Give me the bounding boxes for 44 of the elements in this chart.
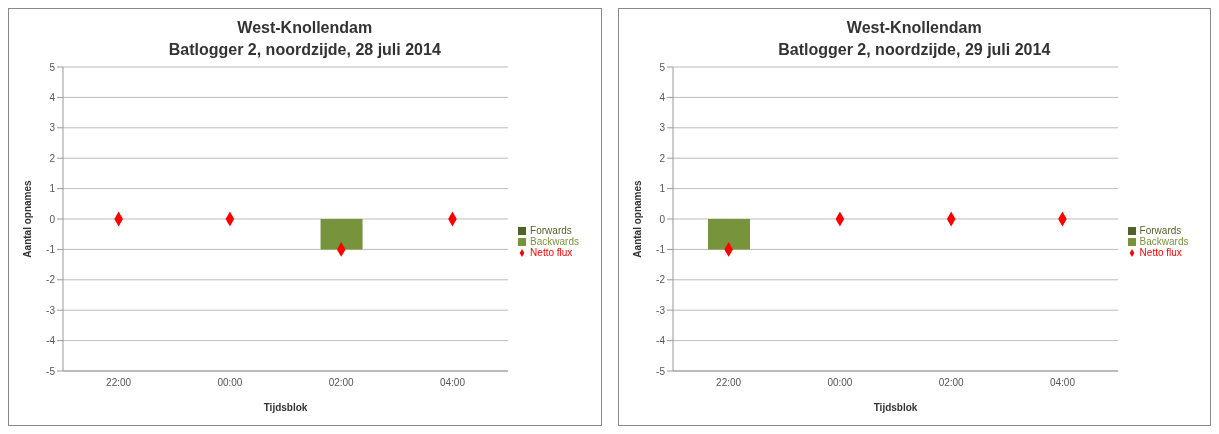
- legend-label: Netto flux: [1139, 246, 1182, 258]
- legend-label: Netto flux: [530, 246, 573, 258]
- y-tick-label: 3: [49, 122, 56, 134]
- legend-label: Backwards: [530, 235, 579, 247]
- y-tick-label: 1: [658, 183, 665, 195]
- x-tick-label: 22:00: [715, 377, 742, 389]
- y-tick-label: -5: [655, 365, 665, 377]
- chart-title: West-Knollendam: [236, 18, 374, 38]
- y-tick-label: -3: [655, 304, 665, 316]
- x-axis-title: Tijdsblok: [873, 402, 918, 413]
- y-tick-label: 0: [658, 213, 665, 225]
- chart-title: West-Knollendam: [845, 18, 983, 38]
- y-tick-label: -3: [46, 304, 56, 316]
- y-axis-title: Aantal opnames: [21, 179, 33, 258]
- y-tick-label: 1: [49, 183, 56, 195]
- y-tick-label: 5: [658, 61, 665, 73]
- legend-label: Backwards: [1139, 235, 1189, 247]
- chart-subtitle: Batlogger 2, noordzijde, 28 juli 2014: [167, 40, 442, 60]
- y-tick-label: -1: [655, 243, 665, 255]
- y-axis-title: Aantal opnames: [631, 179, 643, 258]
- y-tick-label: 5: [49, 61, 56, 73]
- y-tick-label: -4: [655, 335, 665, 347]
- legend-label: Forwards: [1139, 224, 1182, 236]
- y-tick-label: -2: [46, 274, 56, 286]
- y-tick-label: -4: [46, 335, 56, 347]
- x-tick-label: 00:00: [826, 377, 853, 389]
- x-tick-label: 00:00: [217, 377, 243, 389]
- y-tick-label: 2: [49, 152, 56, 164]
- x-tick-label: 02:00: [938, 377, 964, 389]
- y-tick-label: -1: [46, 243, 56, 255]
- y-tick-label: 4: [49, 91, 56, 103]
- y-tick-label: -5: [46, 365, 56, 377]
- x-tick-label: 04:00: [439, 377, 466, 389]
- y-tick-label: 4: [658, 91, 665, 103]
- y-tick-label: -2: [655, 274, 665, 286]
- y-tick-label: 3: [658, 122, 665, 134]
- chart-subtitle: Batlogger 2, noordzijde, 29 juli 2014: [777, 40, 1052, 60]
- x-axis-title: Tijdsblok: [263, 402, 308, 413]
- legend-label: Forwards: [530, 224, 572, 236]
- x-tick-label: 04:00: [1049, 377, 1075, 389]
- y-tick-label: 0: [49, 213, 56, 225]
- x-tick-label: 02:00: [328, 377, 355, 389]
- y-tick-label: 2: [658, 152, 665, 164]
- x-tick-label: 22:00: [106, 377, 132, 389]
